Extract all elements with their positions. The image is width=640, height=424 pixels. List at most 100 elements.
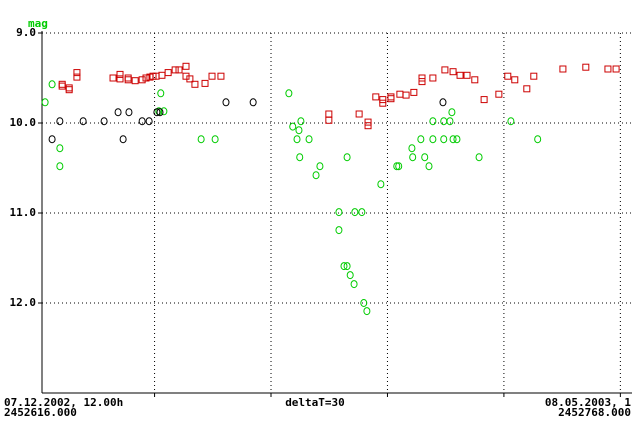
data-point [418,74,426,82]
data-point [316,162,324,171]
data-point [480,96,488,104]
data-point [360,299,368,307]
data-point [534,135,542,144]
data-point [197,135,205,144]
data-point [138,117,146,126]
data-point [145,117,153,126]
data-point [285,89,293,98]
data-point [358,208,366,217]
data-point [350,280,358,289]
data-point [364,122,372,130]
data-point [582,63,590,71]
data-point [351,208,359,217]
data-point [295,126,303,135]
data-point [65,86,73,94]
data-point [48,80,56,89]
data-point [157,89,165,98]
data-point [124,76,132,84]
x-label-right: 2452768.000 [558,406,631,419]
data-point [56,144,64,153]
data-point [402,91,410,99]
x-label-right: 08.05.2003, 1 [545,396,631,409]
data-point [449,68,457,76]
data-point [523,85,531,93]
data-point [171,66,179,74]
data-point [355,110,363,118]
data-point [56,162,64,171]
data-point [495,90,503,98]
data-point [293,135,301,144]
data-point [73,73,81,81]
data-point [456,71,464,79]
data-point [325,116,333,124]
data-point [471,76,479,84]
data-point [559,65,567,73]
data-point [153,108,161,117]
data-point [612,65,620,73]
data-point [408,144,416,153]
data-point [448,108,456,117]
data-point [201,79,209,87]
data-point [379,96,387,104]
y-axis-label: mag [28,17,48,30]
data-point [377,180,385,189]
data-point [372,93,380,101]
data-point [440,135,448,144]
data-point [429,135,437,144]
data-point [429,117,437,126]
data-point [335,226,343,235]
data-point [100,117,108,126]
data-point [48,135,56,144]
data-point [379,99,387,107]
y-tick-label: 10.0 [10,116,37,129]
data-point [116,70,124,78]
data-point [131,77,139,85]
data-point [410,88,418,96]
data-point [346,271,354,280]
data-point [417,135,425,144]
data-point [429,74,437,82]
data-point [530,72,538,80]
x-label-left: 2452616.000 [4,406,77,419]
data-point [312,171,320,180]
data-point [109,74,117,82]
data-point [182,62,190,70]
data-point [164,69,172,77]
data-point [418,78,426,86]
data-point [335,208,343,217]
data-point [119,135,127,144]
y-tick-label: 11.0 [10,206,37,219]
data-point [604,65,612,73]
data-point [475,153,483,162]
data-point [453,135,461,144]
data-point [56,117,64,126]
data-point [463,71,471,79]
x-label-left: 07.12.2002, 12.00h [4,396,123,409]
data-point [73,69,81,77]
x-label-center: deltaT=30 [285,396,345,409]
data-point [222,98,230,107]
data-point [142,74,150,82]
data-point [58,82,66,90]
data-point [449,135,457,144]
data-point [79,117,87,126]
data-point [446,117,454,126]
data-point [421,153,429,162]
data-point [425,162,433,171]
data-point [217,72,225,80]
data-point [208,72,216,80]
data-point [296,153,304,162]
data-point [507,117,515,126]
data-point [343,153,351,162]
data-point [289,122,297,131]
data-point [138,76,146,84]
data-point [305,135,313,144]
data-point [297,117,305,126]
y-tick-label: 9.0 [16,26,36,39]
data-point [395,162,403,171]
data-point [343,262,351,271]
data-point [116,75,124,83]
data-point [249,98,257,107]
